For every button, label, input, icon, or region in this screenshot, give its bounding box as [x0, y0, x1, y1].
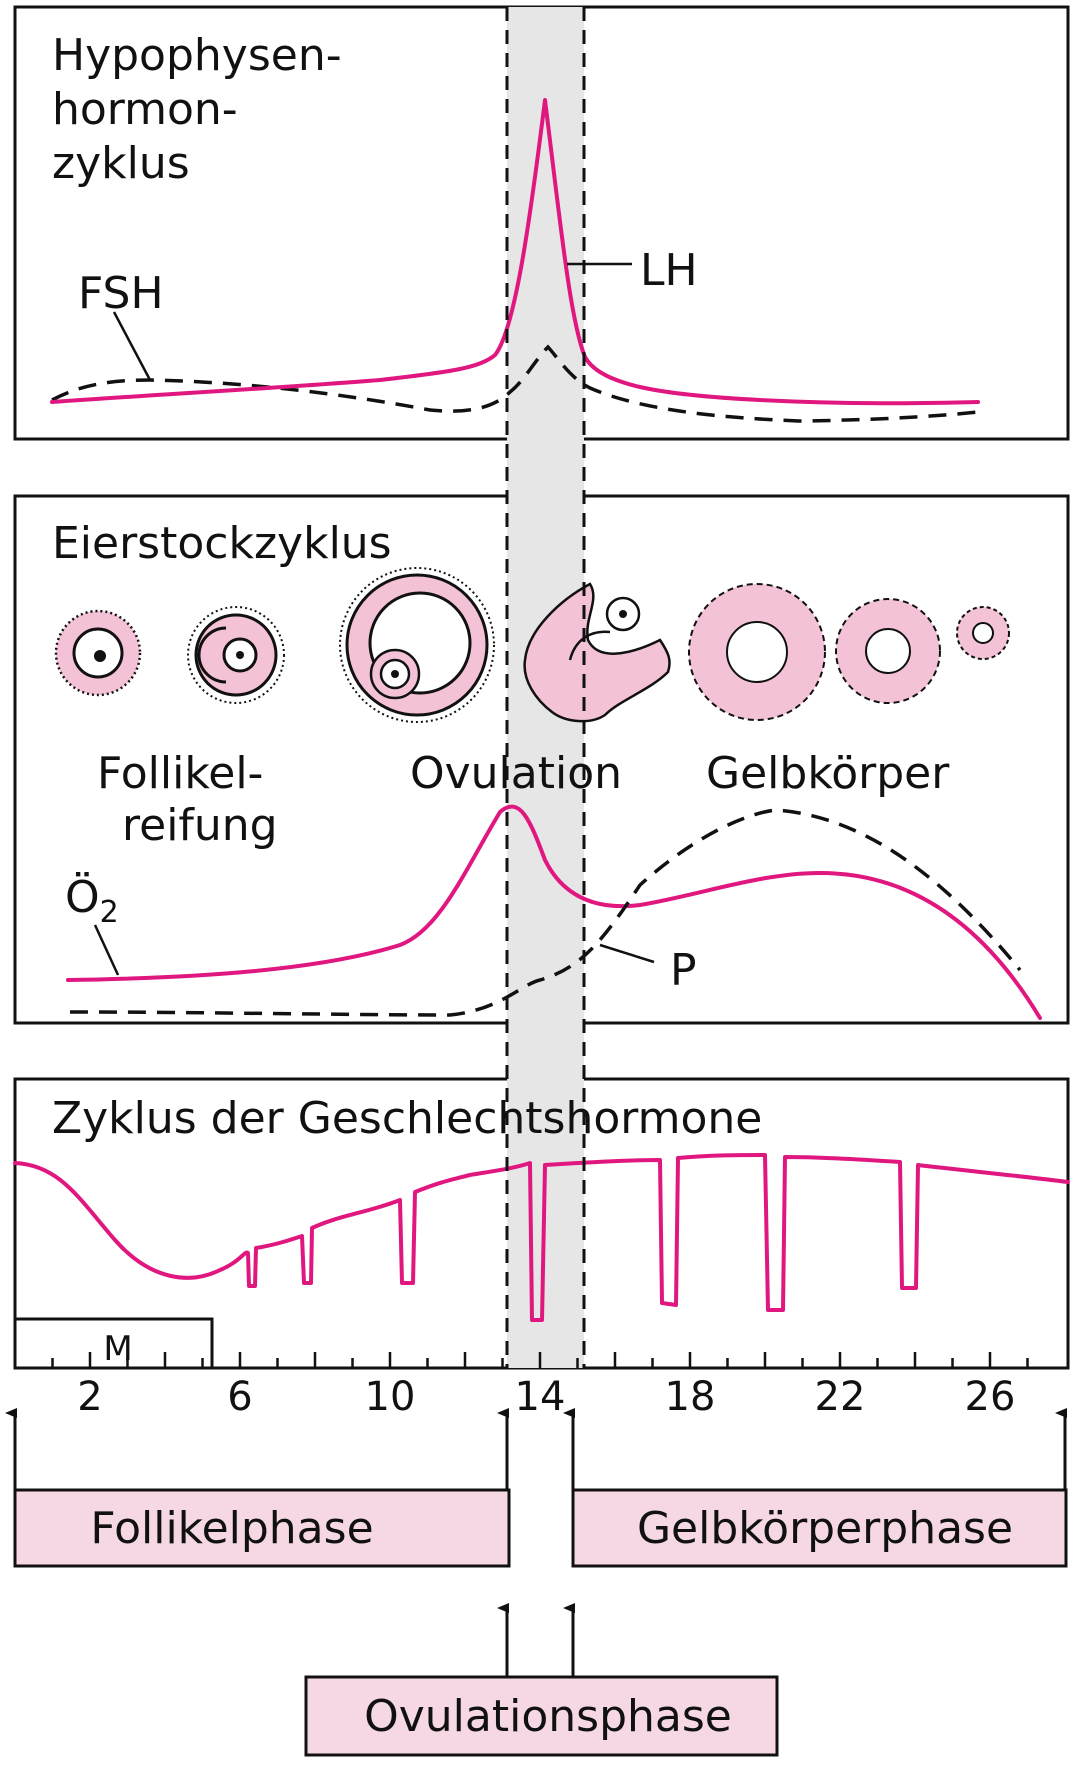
follicle-maturation-label-1: Follikel-	[97, 748, 263, 799]
follicle-maturation-label-2: reifung	[122, 800, 278, 851]
x-axis: 2 6 10 14 18 22 26	[51, 1352, 1029, 1420]
oestrogen-symbol: Ö	[65, 871, 100, 923]
pituitary-title-line-2: hormon-	[52, 84, 238, 135]
endometrium-curve	[13, 1153, 1070, 1322]
fsh-label: FSH	[78, 268, 164, 319]
oestrogen-pointer	[93, 924, 120, 976]
corpus-luteum-1	[688, 583, 826, 721]
ovulation-phase-box	[304, 1675, 779, 1757]
luteal-phase-label: Gelbkörperphase	[637, 1503, 1013, 1554]
axis-tick-label: 6	[227, 1374, 252, 1420]
fsh-curve	[51, 344, 979, 423]
lh-curve	[50, 98, 980, 406]
oestrogen-subscript: 2	[100, 895, 119, 930]
follicle-stage-1	[54, 609, 142, 697]
corpus-luteum-2	[835, 598, 941, 704]
pituitary-title-line-1: Hypophysen-	[52, 30, 342, 81]
axis-tick-label: 2	[77, 1374, 102, 1420]
luteal-phase-box	[571, 1488, 1068, 1568]
ovarian-title: Eierstockzyklus	[52, 518, 392, 569]
fsh-pointer	[112, 311, 152, 381]
ovulation-label: Ovulation	[410, 748, 622, 799]
progesterone-label: P	[670, 945, 697, 996]
axis-tick-label: 22	[815, 1374, 866, 1420]
corpus-luteum-label: Gelbkörper	[706, 748, 950, 799]
oestrogen-curve	[66, 804, 1042, 1020]
pituitary-title-line-3: zyklus	[52, 138, 190, 189]
ovulation-phase-label: Ovulationsphase	[364, 1691, 732, 1742]
corpus-albicans	[956, 606, 1010, 660]
menstruation-box	[13, 1317, 214, 1370]
oestrogen-label: Ö2	[65, 871, 119, 930]
sex-hormone-title: Zyklus der Geschlechtshormone	[52, 1093, 762, 1144]
axis-tick-label: 18	[665, 1374, 716, 1420]
follicular-phase-box	[13, 1488, 511, 1568]
follicular-phase-label: Follikelphase	[90, 1503, 373, 1554]
ruptured-follicle	[523, 582, 671, 723]
follicle-stage-3	[339, 567, 495, 723]
follicle-stage-2	[187, 606, 285, 704]
lh-label: LH	[640, 245, 698, 296]
progesterone-pointer	[599, 943, 655, 964]
progesterone-curve	[69, 808, 1022, 1017]
axis-tick-label: 26	[965, 1374, 1016, 1420]
axis-tick-label: 14	[515, 1374, 566, 1420]
axis-tick-label: 10	[365, 1374, 416, 1420]
